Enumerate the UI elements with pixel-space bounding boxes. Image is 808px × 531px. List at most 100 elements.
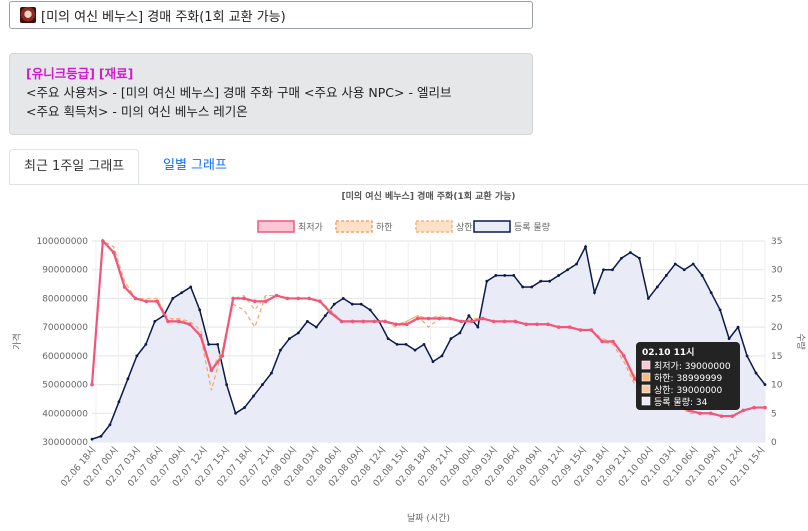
min-price-point — [589, 328, 594, 332]
min-price-point — [329, 310, 333, 315]
y-tick-left: 60000000 — [42, 352, 88, 362]
volume-point — [368, 308, 372, 312]
min-price-point — [122, 285, 127, 289]
volume-point — [243, 406, 246, 409]
y-tick-right: 10 — [771, 381, 783, 391]
volume-point — [602, 268, 605, 272]
min-price-point — [318, 299, 322, 304]
min-price-point — [111, 250, 116, 255]
volume-point — [637, 256, 641, 260]
min-price-point — [198, 333, 203, 338]
min-price-point — [90, 382, 94, 387]
min-price-point — [556, 325, 561, 329]
volume-point — [485, 279, 489, 283]
legend-label: 등록 물량 — [514, 221, 550, 233]
min-price-point — [274, 293, 279, 298]
min-price-point — [133, 296, 138, 301]
min-price-point — [242, 296, 246, 301]
min-price-point — [361, 319, 366, 324]
min-price-point — [491, 319, 496, 324]
volume-point — [691, 262, 695, 266]
volume-point — [566, 268, 569, 272]
item-name-text: [미의 여신 베누스] 경매 주화(1회 교환 가능) — [41, 9, 286, 25]
tooltip-box — [636, 342, 740, 410]
min-price-point — [296, 296, 301, 301]
volume-point — [718, 308, 722, 312]
tooltip-line: 상한: 39000000 — [654, 385, 723, 396]
item-name-field[interactable]: [미의 여신 베누스] 경매 주화(1회 교환 가능) — [9, 1, 533, 29]
min-price-point — [101, 239, 105, 243]
volume-line — [91, 244, 766, 440]
min-price-point — [372, 319, 377, 324]
volume-point — [207, 342, 211, 346]
volume-point — [108, 423, 112, 427]
y-tick-left: 90000000 — [42, 266, 88, 276]
volume-point — [234, 411, 237, 415]
volume-point — [745, 354, 749, 358]
y-axis-right-label: 수량 — [795, 333, 807, 350]
volume-point — [99, 434, 103, 438]
volume-point — [557, 274, 561, 277]
y-tick-right: 30 — [771, 266, 783, 276]
volume-point — [225, 383, 229, 386]
min-price-point — [535, 322, 539, 327]
volume-point — [279, 348, 282, 352]
volume-point — [548, 279, 552, 283]
min-price-point — [448, 316, 453, 321]
volume-point — [135, 354, 139, 358]
source-line: <주요 획득처> - 미의 여신 베누스 레기온 — [26, 104, 248, 119]
category-label: [재료] — [98, 66, 134, 81]
volume-point — [126, 377, 130, 381]
volume-point — [754, 371, 758, 375]
y-tick-left: 40000000 — [42, 409, 88, 419]
min-price-point — [578, 328, 583, 332]
y-tick-left: 80000000 — [42, 294, 88, 304]
volume-point — [314, 325, 318, 329]
volume-point — [646, 297, 650, 300]
volume-point — [727, 337, 731, 341]
tooltip-swatch — [641, 396, 651, 406]
min-price-point — [698, 411, 702, 416]
y-axis-left-label: 가격 — [11, 333, 23, 350]
min-price-point — [307, 296, 311, 301]
grade-label: [유니크등급] — [26, 66, 95, 81]
volume-point — [270, 371, 273, 375]
volume-point — [620, 256, 623, 260]
volume-point — [440, 354, 444, 358]
min-price-point — [459, 319, 463, 324]
legend-label: 최저가 — [298, 222, 323, 233]
volume-point — [763, 383, 767, 386]
volume-point — [494, 274, 498, 277]
volume-point — [261, 383, 264, 386]
volume-point — [350, 302, 354, 306]
volume-point — [530, 285, 534, 289]
y-tick-right: 25 — [771, 294, 782, 304]
min-price-point — [253, 299, 257, 304]
tab-weekly-graph[interactable]: 최근 1주일 그래프 — [9, 149, 140, 184]
volume-point — [296, 331, 300, 335]
min-price-point — [719, 414, 724, 418]
min-price-point — [177, 319, 181, 324]
y-tick-left: 100000000 — [36, 237, 88, 247]
x-axis-label: 날짜 (시간) — [407, 513, 450, 524]
volume-point — [288, 337, 291, 341]
min-price-point — [187, 322, 192, 327]
min-price-point — [632, 377, 637, 381]
min-price-point — [546, 322, 550, 327]
legend-label: 하한 — [376, 222, 393, 233]
tooltip-title: 02.10 11시 — [642, 347, 694, 358]
volume-point — [673, 262, 677, 266]
tab-daily-graph[interactable]: 일별 그래프 — [163, 158, 227, 173]
volume-point — [575, 262, 578, 266]
tooltip-line: 하한: 38999999 — [654, 373, 723, 384]
min-price-point — [426, 316, 431, 321]
min-price-point — [470, 319, 474, 324]
legend-swatch — [415, 220, 453, 233]
volume-point — [359, 302, 363, 306]
volume-point — [593, 291, 596, 295]
volume-point — [611, 268, 614, 272]
usage-line: <주요 사용처> - [미의 여신 베누스] 경매 주화 구매 <주요 사용 N… — [26, 85, 452, 100]
item-grade-line: [유니크등급] [재료] — [26, 64, 516, 83]
min-price-point — [752, 405, 756, 410]
volume-point — [404, 342, 408, 346]
